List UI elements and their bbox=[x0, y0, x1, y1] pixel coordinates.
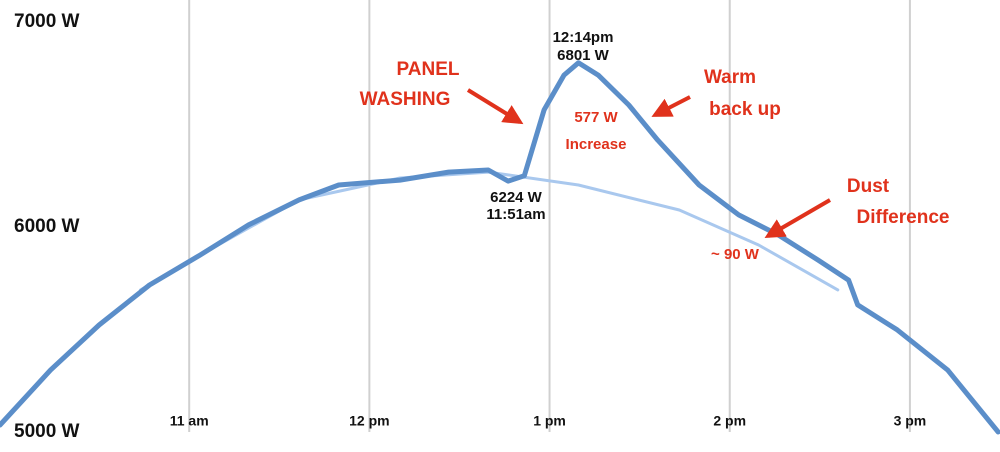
grid bbox=[188, 0, 911, 432]
annotation: 577 W bbox=[574, 109, 618, 126]
annotation: Difference bbox=[857, 207, 950, 228]
y-tick-label: 7000 W bbox=[14, 11, 80, 32]
x-tick-label: 3 pm bbox=[894, 413, 927, 429]
y-tick-label: 5000 W bbox=[14, 421, 80, 442]
arrow bbox=[764, 198, 832, 239]
annotation: 12:14pm bbox=[553, 29, 614, 46]
arrows bbox=[466, 88, 832, 239]
plot bbox=[0, 60, 1000, 435]
x-tick-label: 1 pm bbox=[533, 413, 566, 429]
annotation: 11:51am bbox=[486, 206, 545, 223]
annotation: 6224 W bbox=[490, 189, 543, 206]
series-line bbox=[0, 60, 1000, 435]
annotation: Dust bbox=[847, 176, 890, 197]
annotation: PANEL bbox=[397, 59, 460, 80]
y-tick-label: 6000 W bbox=[14, 216, 80, 237]
labels: 7000 W 6000 W 5000 W 11 am 12 pm 1 pm 2 pm 3 pm… bbox=[14, 11, 949, 442]
x-tick-label: 12 pm bbox=[349, 413, 389, 429]
arrow bbox=[651, 95, 691, 117]
x-tick-label: 2 pm bbox=[713, 413, 746, 429]
x-tick-label: 11 am bbox=[170, 413, 209, 429]
series-line bbox=[139, 170, 840, 292]
annotation: back up bbox=[709, 99, 781, 120]
arrow bbox=[466, 88, 524, 125]
annotation: 6801 W bbox=[557, 47, 610, 64]
annotation: ~ 90 W bbox=[711, 246, 760, 263]
annotation: Increase bbox=[566, 136, 627, 153]
annotation: Warm bbox=[704, 67, 756, 88]
annotation: WASHING bbox=[360, 89, 451, 110]
